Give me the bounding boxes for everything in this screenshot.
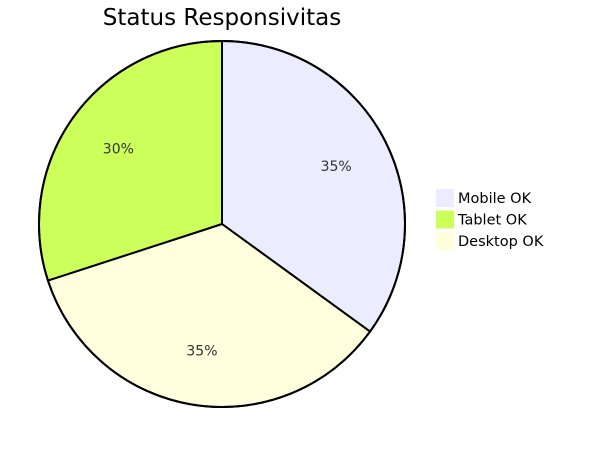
legend-label: Desktop OK [458, 234, 544, 250]
slice-value-label: 30% [103, 142, 134, 158]
chart-title: Status Responsivitas [103, 5, 341, 31]
slice-value-label: 35% [321, 159, 352, 175]
pie-outline [38, 40, 406, 408]
chart-legend: Mobile OK Tablet OK Desktop OK [436, 189, 544, 250]
pie-slices [38, 39, 406, 408]
legend-swatch [436, 189, 454, 207]
legend-label: Tablet OK [457, 213, 527, 229]
legend-label: Mobile OK [458, 191, 532, 207]
pie-slice-labels: 35% 35% 30% [103, 142, 352, 360]
legend-swatch [436, 210, 454, 229]
legend-swatch [436, 232, 454, 250]
slice-value-label: 35% [186, 344, 217, 360]
